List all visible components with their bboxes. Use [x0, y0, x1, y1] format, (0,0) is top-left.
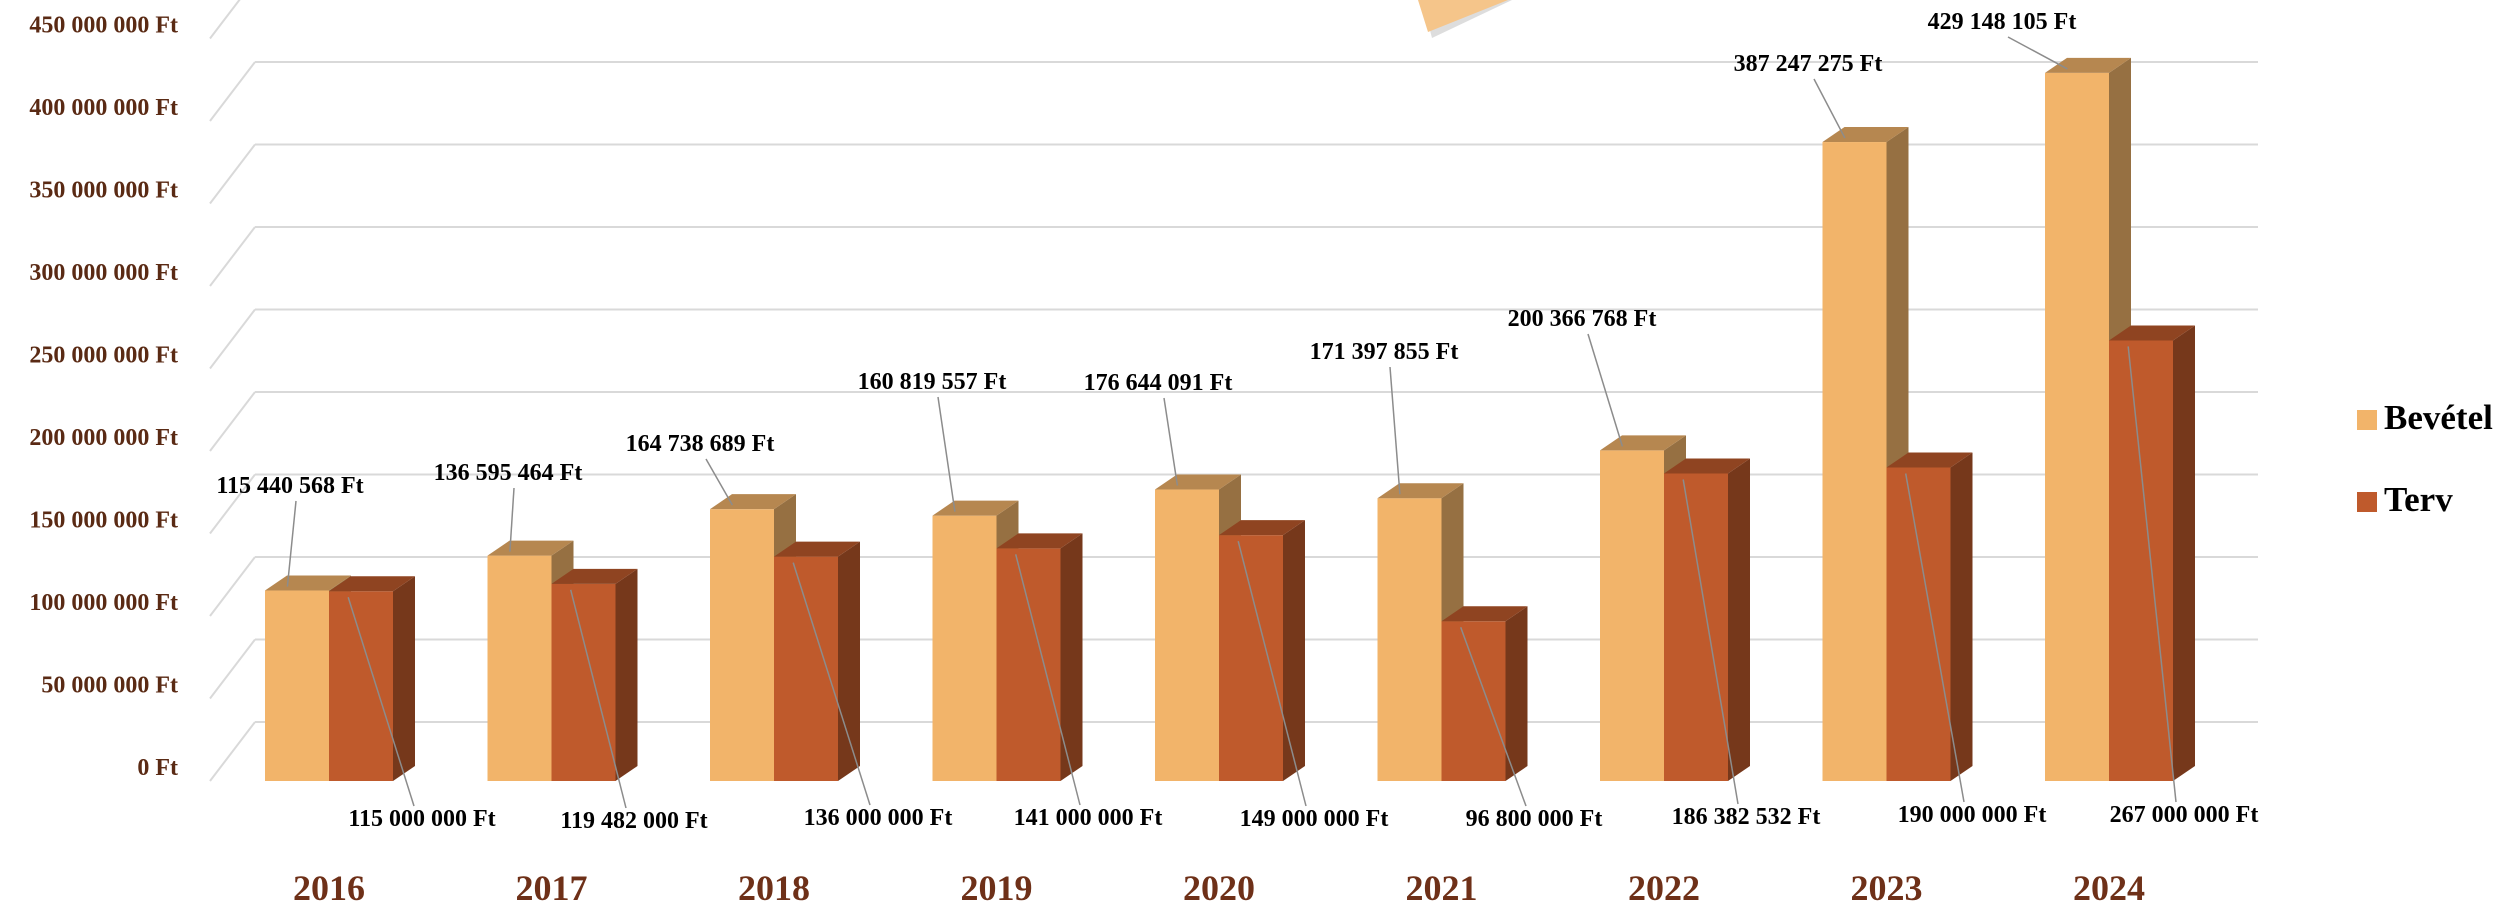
- gridline-side: [209, 391, 256, 452]
- y-tick-label: 300 000 000 Ft: [29, 260, 178, 286]
- leader-line: [509, 487, 515, 552]
- y-tick-label: 150 000 000 Ft: [29, 508, 178, 534]
- data-label-bevetel: 200 366 768 Ft: [1508, 306, 1657, 332]
- x-tick-label: 2016: [293, 868, 365, 906]
- leader-line: [1459, 627, 1527, 807]
- gridline-side: [209, 638, 256, 700]
- legend-swatch: [2357, 410, 2377, 430]
- data-label-terv: 141 000 000 Ft: [1014, 805, 1163, 831]
- x-tick-label: 2019: [961, 868, 1033, 906]
- legend-item-terv[interactable]: Terv: [2357, 480, 2453, 519]
- data-label-terv: 96 800 000 Ft: [1466, 806, 1603, 832]
- leader-line: [937, 396, 956, 512]
- y-axis-ticks: 0 Ft 50 000 000 Ft 100 000 000 Ft 150 000 0…: [29, 13, 178, 782]
- leader-line: [792, 562, 871, 806]
- gridline-side: [209, 556, 256, 617]
- leader-line: [2127, 346, 2177, 803]
- bar-terv-2022: [1664, 458, 1750, 781]
- bar-terv-2020: [1219, 520, 1305, 781]
- x-tick-label: 2020: [1183, 868, 1255, 906]
- bars: [265, 57, 2195, 782]
- x-tick-label: 2024: [2073, 868, 2145, 906]
- leader-line: [2007, 36, 2068, 70]
- data-labels: 115 440 568 Ft 115 000 000 Ft 136 595 464 …: [216, 9, 2258, 834]
- y-tick-label: 0 Ft: [137, 755, 178, 781]
- y-tick-label: 350 000 000 Ft: [29, 178, 178, 204]
- bar-terv-2023: [1886, 452, 1973, 781]
- gridline-side: [209, 473, 256, 535]
- label-leader-lines: [286, 36, 2177, 809]
- leader-line: [1904, 473, 1965, 803]
- y-tick-label: 200 000 000 Ft: [29, 425, 178, 451]
- bar-terv-2019: [996, 533, 1083, 781]
- leader-line: [1014, 554, 1081, 806]
- legend-swatch: [2357, 492, 2377, 512]
- x-tick-label: 2022: [1628, 868, 1700, 906]
- x-tick-label: 2021: [1406, 868, 1478, 906]
- data-label-terv: 119 482 000 Ft: [560, 808, 707, 834]
- leader-line: [705, 458, 734, 506]
- data-label-bevetel: 171 397 855 Ft: [1310, 339, 1459, 365]
- gridline-side: [209, 0, 241, 40]
- gridline-side: [209, 143, 256, 205]
- bar-terv-2016: [329, 576, 415, 781]
- leader-line: [1237, 540, 1307, 807]
- data-label-bevetel: 115 440 568 Ft: [216, 473, 363, 499]
- data-label-bevetel: 160 819 557 Ft: [858, 369, 1007, 395]
- y-tick-label: 400 000 000 Ft: [29, 95, 178, 121]
- x-tick-label: 2017: [516, 868, 588, 906]
- legend-item-bevétel[interactable]: Bevétel: [2357, 398, 2493, 437]
- legend-label: Terv: [2384, 480, 2453, 519]
- data-label-bevetel: 136 595 464 Ft: [434, 460, 583, 486]
- gridline-side: [209, 226, 256, 287]
- data-label-bevetel: 429 148 105 Ft: [1928, 9, 2077, 35]
- data-label-terv: 267 000 000 Ft: [2110, 802, 2259, 828]
- leader-line: [1682, 479, 1739, 805]
- decorative-shape: [1418, 0, 1512, 38]
- bar-terv-2024: [2109, 325, 2195, 781]
- y-tick-label: 100 000 000 Ft: [29, 590, 178, 616]
- data-label-terv: 115 000 000 Ft: [348, 806, 495, 832]
- data-label-terv: 149 000 000 Ft: [1240, 806, 1389, 832]
- gridline-side: [209, 308, 256, 370]
- leader-line: [1813, 78, 1846, 139]
- leader-line: [1163, 397, 1179, 486]
- decorative-triangle: [1418, 0, 1508, 32]
- legend-label: Bevétel: [2384, 398, 2493, 437]
- legend[interactable]: Bevétel Terv: [2357, 398, 2493, 519]
- gridline-side: [209, 721, 256, 782]
- leader-line: [569, 589, 627, 809]
- y-tick-label: 450 000 000 Ft: [29, 13, 178, 39]
- leader-line: [1587, 333, 1624, 447]
- data-label-bevetel: 164 738 689 Ft: [626, 431, 775, 457]
- y-tick-label: 250 000 000 Ft: [29, 343, 178, 369]
- x-tick-label: 2018: [738, 868, 810, 906]
- leader-line: [1389, 366, 1401, 495]
- bar-bevétel-2024: [2045, 57, 2131, 781]
- data-label-terv: 190 000 000 Ft: [1898, 802, 2047, 828]
- bar-terv-2021: [1441, 606, 1528, 781]
- x-tick-label: 2023: [1851, 868, 1923, 906]
- data-label-bevetel: 387 247 275 Ft: [1734, 51, 1883, 77]
- leader-line: [286, 500, 297, 587]
- data-label-terv: 136 000 000 Ft: [804, 805, 953, 831]
- y-tick-label: 50 000 000 Ft: [41, 673, 178, 699]
- bar-terv-2018: [774, 541, 860, 781]
- data-label-terv: 186 382 532 Ft: [1672, 804, 1821, 830]
- x-axis-categories: 2016 2017 2018 2019 2020 2021 2022 2023 2024: [293, 868, 2145, 906]
- data-label-bevetel: 176 644 091 Ft: [1084, 370, 1233, 396]
- leader-line: [347, 597, 415, 807]
- gridline-side: [209, 61, 256, 122]
- bar-terv-2017: [551, 568, 638, 781]
